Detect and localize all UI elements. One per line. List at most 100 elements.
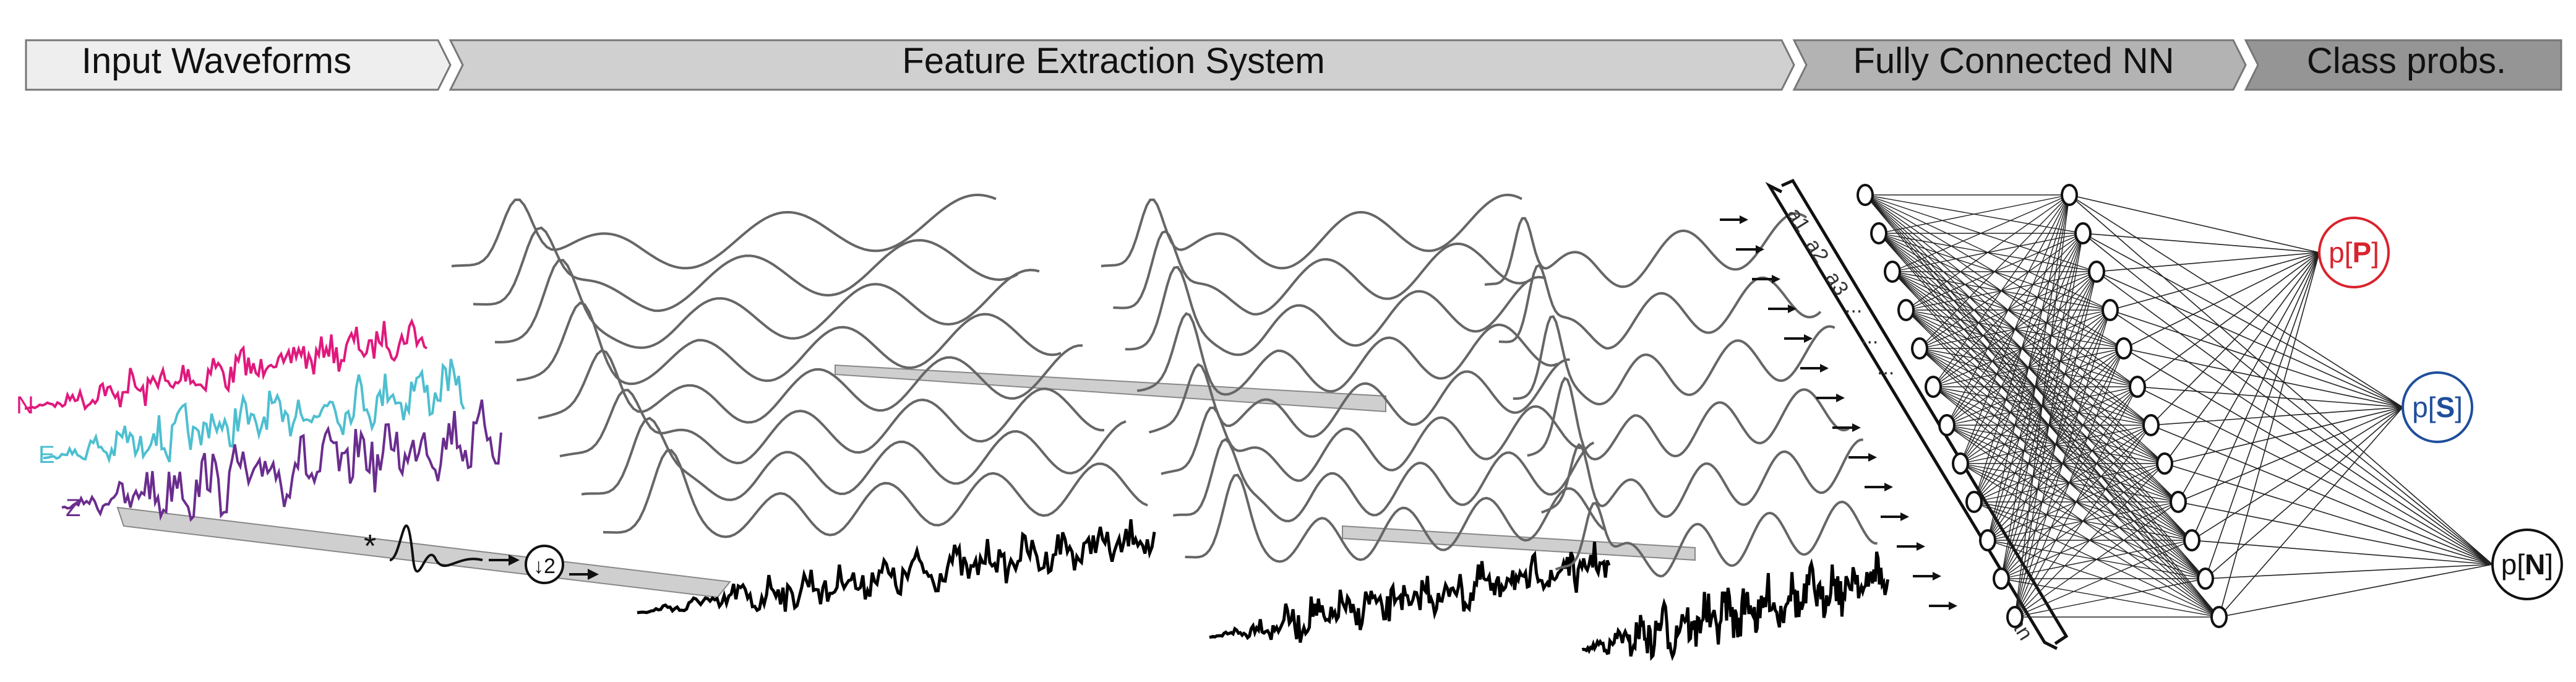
conv-pipeline: * ↓2 [364, 524, 599, 584]
nn-edge [2150, 425, 2493, 565]
nn-edge [2123, 348, 2493, 565]
nn-node [2142, 414, 2160, 436]
feed-arrow-head [1804, 334, 1813, 343]
nn-edge [2164, 252, 2320, 464]
nn-edge [2191, 407, 2403, 541]
arrow-icon [569, 569, 599, 580]
nn-edge [2082, 233, 2403, 408]
stage-label-class-probs: Class probs. [2307, 41, 2506, 81]
feature-map-trace [559, 387, 1105, 465]
feed-arrow-head [1756, 245, 1764, 254]
nn-node [1938, 414, 1956, 436]
nn-edge [2096, 271, 2403, 408]
nn-node [2006, 606, 2024, 628]
feature-map-trace [1136, 312, 1558, 396]
downsample-circle [525, 545, 564, 584]
nn-edge [2069, 194, 2320, 253]
feature-map-trace [494, 259, 1040, 349]
feed-arrow-head [1949, 602, 1957, 610]
feed-arrow-head [1917, 542, 1925, 551]
nn-edge [2150, 407, 2403, 426]
nn-edge [2096, 252, 2320, 272]
feed-arrow-head [1836, 394, 1845, 402]
nn-edge [2014, 386, 2138, 618]
nn-edge [2110, 309, 2493, 565]
feed-arrow-head [1900, 512, 1909, 521]
vector-bracket-left [1765, 181, 2058, 650]
channel-label-n: N [16, 392, 34, 419]
feed-arrow-head [1772, 275, 1780, 283]
nn-node [1952, 452, 1969, 475]
input-waveform-e [43, 358, 465, 464]
feature-label-ellipsis: ... [1845, 294, 1862, 317]
feature-map-trace [1125, 265, 1547, 356]
nn-edge [2191, 540, 2493, 565]
nn-edge [2096, 271, 2493, 565]
nn-edge [2014, 194, 2070, 618]
feature-map-trace [581, 417, 1127, 501]
class-output-n: p[N] [2491, 529, 2563, 600]
nn-edge [2191, 252, 2320, 541]
nn-node [2210, 606, 2228, 628]
stage-label-fully-connected: Fully Connected NN [1853, 41, 2175, 81]
stage-label-feature-extraction: Feature Extraction System [902, 41, 1324, 81]
nn-edge [2218, 564, 2493, 618]
feature-map-trace [1161, 405, 1582, 482]
nn-edge [2014, 463, 2165, 618]
nn-node [2129, 376, 2146, 398]
nn-edge [2014, 271, 2097, 618]
feature-label-ellipsis: ... [1877, 356, 1894, 379]
nn-edge [2178, 407, 2403, 503]
feature-map-trace [1185, 473, 1607, 563]
feature-map-stacks [451, 193, 1889, 662]
nn-node [2088, 261, 2105, 283]
feature-map-output [1581, 551, 1889, 662]
downsample-symbol: ↓2 [533, 555, 556, 578]
projection-wedge [1342, 525, 1696, 561]
output-circle-p [2318, 217, 2390, 288]
input-waveform-z [61, 399, 502, 522]
nn-node [2061, 184, 2078, 206]
feature-map-trace [1555, 500, 1878, 578]
nn-node [1965, 491, 1983, 513]
nn-edge [2137, 386, 2403, 408]
output-label-p: p[P] [2329, 236, 2379, 269]
feature-map-trace [451, 193, 997, 270]
nn-edge [2205, 407, 2403, 579]
feature-map-trace [1513, 315, 1835, 406]
stage-arrow-fully-connected [1792, 39, 2247, 91]
nn-edge [1919, 194, 2070, 349]
output-label-n: p[N] [2501, 548, 2553, 581]
nn-edge [2218, 252, 2320, 618]
feature-map-trace [1173, 438, 1595, 523]
nn-edge [2218, 407, 2403, 618]
input-waveform-n [24, 317, 428, 412]
nn-node [1993, 568, 2010, 590]
nn-edge [2082, 233, 2320, 253]
nn-node [1925, 376, 1942, 398]
nn-edge [1892, 194, 2070, 272]
feature-map-trace [473, 226, 1018, 313]
arrow-icon [489, 555, 520, 566]
nn-edge [2014, 501, 2179, 618]
output-circle-n [2491, 529, 2563, 600]
nn-node [1857, 184, 1874, 206]
output-label-s: p[S] [2412, 391, 2463, 423]
feature-label-ellipsis: ... [1861, 325, 1878, 348]
nn-edge [2014, 578, 2206, 618]
nn-edge [2110, 309, 2403, 408]
input-waveforms [24, 317, 502, 522]
nn-edge [2150, 252, 2320, 426]
nn-node [2074, 222, 2092, 244]
feed-arrow-head [1740, 215, 1748, 224]
nn-edge [2014, 233, 2084, 618]
nn-node [1884, 261, 1901, 283]
feature-map-trace [538, 344, 1083, 424]
nn-nodes [1857, 184, 2228, 628]
nn-edge [1878, 194, 2070, 234]
nn-edge [2014, 540, 2192, 618]
nn-node [2156, 452, 2173, 475]
nn-edge [1987, 194, 2070, 541]
